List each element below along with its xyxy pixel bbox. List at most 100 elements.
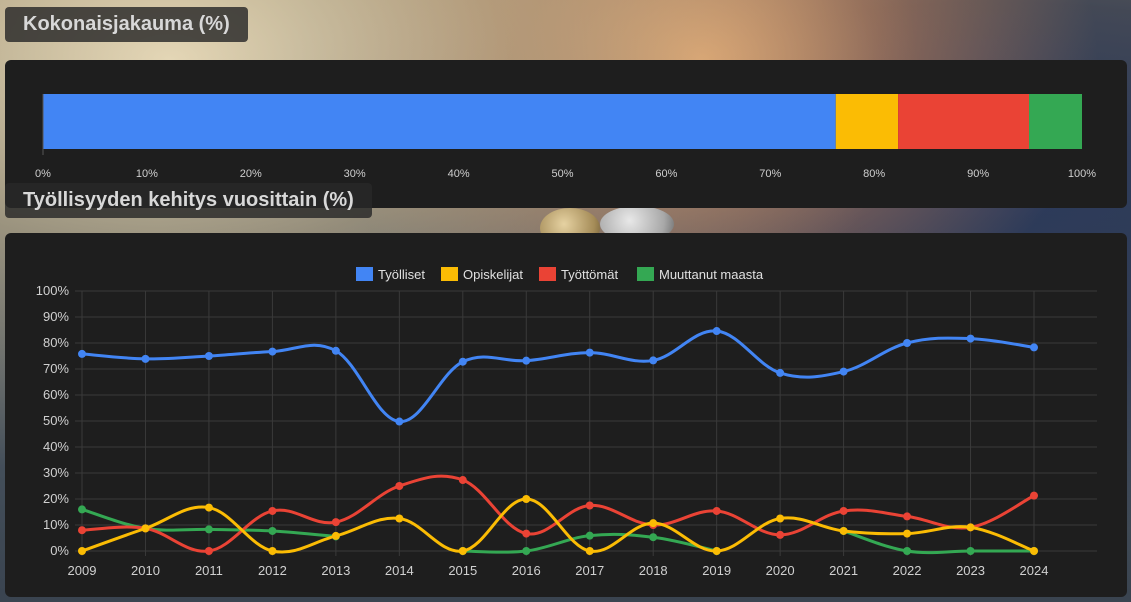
data-point-Työlliset — [268, 347, 277, 356]
y-tick-label: 40% — [43, 439, 69, 454]
data-point-Opiskelijat — [78, 547, 86, 555]
data-point-Työlliset — [331, 346, 340, 355]
data-point-Työlliset — [649, 356, 658, 365]
y-tick-label: 90% — [43, 309, 69, 324]
distribution-tick-label: 90% — [967, 168, 989, 180]
trend-title: Työllisyyden kehitys vuosittain (%) — [5, 183, 372, 218]
distribution-segment-0 — [43, 94, 836, 149]
data-point-Työttömät — [1030, 491, 1038, 500]
data-point-Työttömät — [331, 518, 340, 527]
y-tick-label: 100% — [36, 283, 70, 298]
series-line-Muuttanut maasta — [843, 529, 1034, 555]
data-point-Työttömät — [585, 501, 594, 510]
data-point-Työlliset — [839, 367, 848, 376]
x-tick-label: 2021 — [829, 563, 858, 578]
series-line-Työttömät — [81, 474, 1035, 553]
legend-label: Muuttanut maasta — [659, 267, 764, 282]
data-point-Työlliset — [712, 327, 721, 336]
x-tick-label: 2020 — [766, 563, 795, 578]
data-point-Työttömät — [712, 506, 721, 515]
x-tick-label: 2009 — [68, 563, 97, 578]
x-tick-label: 2022 — [893, 563, 922, 578]
data-point-Työttömät — [395, 482, 404, 490]
distribution-tick-label: 100% — [1068, 168, 1096, 180]
x-tick-label: 2017 — [575, 563, 604, 578]
data-point-Työlliset — [522, 356, 531, 365]
y-tick-label: 80% — [43, 335, 69, 350]
data-point-Opiskelijat — [839, 526, 848, 535]
data-point-Muuttanut maasta — [522, 547, 531, 555]
x-tick-label: 2013 — [321, 563, 350, 578]
data-point-Opiskelijat — [204, 503, 213, 512]
x-tick-label: 2014 — [385, 563, 414, 578]
distribution-tick-label: 80% — [863, 168, 885, 180]
data-point-Opiskelijat — [585, 547, 594, 555]
data-point-Muuttanut maasta — [649, 533, 658, 542]
legend-swatch — [539, 267, 556, 281]
data-point-Työlliset — [966, 334, 975, 343]
x-tick-label: 2015 — [448, 563, 477, 578]
data-point-Muuttanut maasta — [966, 547, 975, 555]
data-point-Opiskelijat — [1030, 547, 1038, 555]
data-point-Opiskelijat — [649, 519, 658, 528]
x-tick-label: 2012 — [258, 563, 287, 578]
legend-swatch — [637, 267, 654, 281]
y-tick-label: 10% — [43, 517, 69, 532]
data-point-Työlliset — [1030, 343, 1038, 352]
data-point-Työlliset — [78, 349, 86, 358]
data-point-Työttömät — [458, 476, 467, 485]
y-tick-label: 70% — [43, 361, 69, 376]
x-tick-label: 2018 — [639, 563, 668, 578]
data-point-Opiskelijat — [903, 529, 912, 538]
data-point-Opiskelijat — [522, 495, 531, 503]
data-point-Muuttanut maasta — [903, 547, 912, 555]
trend-chart: 0% 10% 20% 30% 40% 50% 60% 70% 80% 90% 100% 2009 201… — [36, 267, 1097, 578]
distribution-tick-label: 0% — [35, 168, 51, 180]
distribution-segment-2 — [898, 94, 1030, 149]
distribution-tick-label: 10% — [136, 168, 158, 180]
distribution-chart: 0% 10% 20% 30% 40% 50% 60% 70% 80% 90% 100% — [35, 94, 1096, 180]
data-point-Työttömät — [903, 512, 912, 521]
data-point-Työlliset — [585, 348, 594, 357]
distribution-tick-label: 60% — [655, 168, 677, 180]
data-point-Opiskelijat — [458, 547, 467, 555]
x-tick-label: 2011 — [195, 563, 223, 578]
data-point-Opiskelijat — [268, 547, 277, 555]
x-tick-label: 2023 — [956, 563, 985, 578]
data-point-Työlliset — [458, 357, 467, 366]
data-point-Työlliset — [204, 352, 213, 360]
data-point-Opiskelijat — [141, 524, 150, 533]
data-point-Työttömät — [776, 530, 785, 539]
y-tick-label: 60% — [43, 387, 69, 402]
series-line-Opiskelijat — [81, 497, 1035, 554]
data-point-Työttömät — [522, 529, 531, 538]
trend-panel: 0% 10% 20% 30% 40% 50% 60% 70% 80% 90% 100% 2009 201… — [5, 233, 1127, 597]
distribution-tick-label: 50% — [551, 168, 573, 180]
data-point-Työlliset — [141, 354, 150, 363]
data-point-Työlliset — [395, 417, 404, 426]
legend-label: Työlliset — [378, 267, 425, 282]
data-point-Muuttanut maasta — [585, 531, 594, 540]
data-point-Työlliset — [776, 368, 785, 377]
x-tick-label: 2024 — [1020, 563, 1049, 578]
data-point-Opiskelijat — [712, 547, 721, 555]
y-tick-label: 20% — [43, 491, 69, 506]
data-point-Muuttanut maasta — [204, 525, 213, 534]
x-tick-label: 2019 — [702, 563, 731, 578]
data-point-Työttömät — [204, 547, 213, 555]
legend-label: Opiskelijat — [463, 267, 523, 282]
legend-label: Työttömät — [561, 267, 618, 282]
data-point-Opiskelijat — [966, 523, 975, 532]
data-point-Työlliset — [903, 339, 912, 347]
data-point-Työttömät — [839, 506, 848, 515]
x-tick-label: 2016 — [512, 563, 541, 578]
legend-swatch — [441, 267, 458, 281]
legend-swatch — [356, 267, 373, 281]
distribution-segment-3 — [1029, 94, 1082, 149]
data-point-Opiskelijat — [395, 514, 404, 523]
series-line-Työlliset — [81, 329, 1035, 424]
y-tick-label: 0% — [50, 543, 69, 558]
data-point-Opiskelijat — [776, 514, 785, 523]
distribution-title: Kokonaisjakauma (%) — [5, 7, 248, 42]
distribution-tick-label: 20% — [240, 168, 262, 180]
